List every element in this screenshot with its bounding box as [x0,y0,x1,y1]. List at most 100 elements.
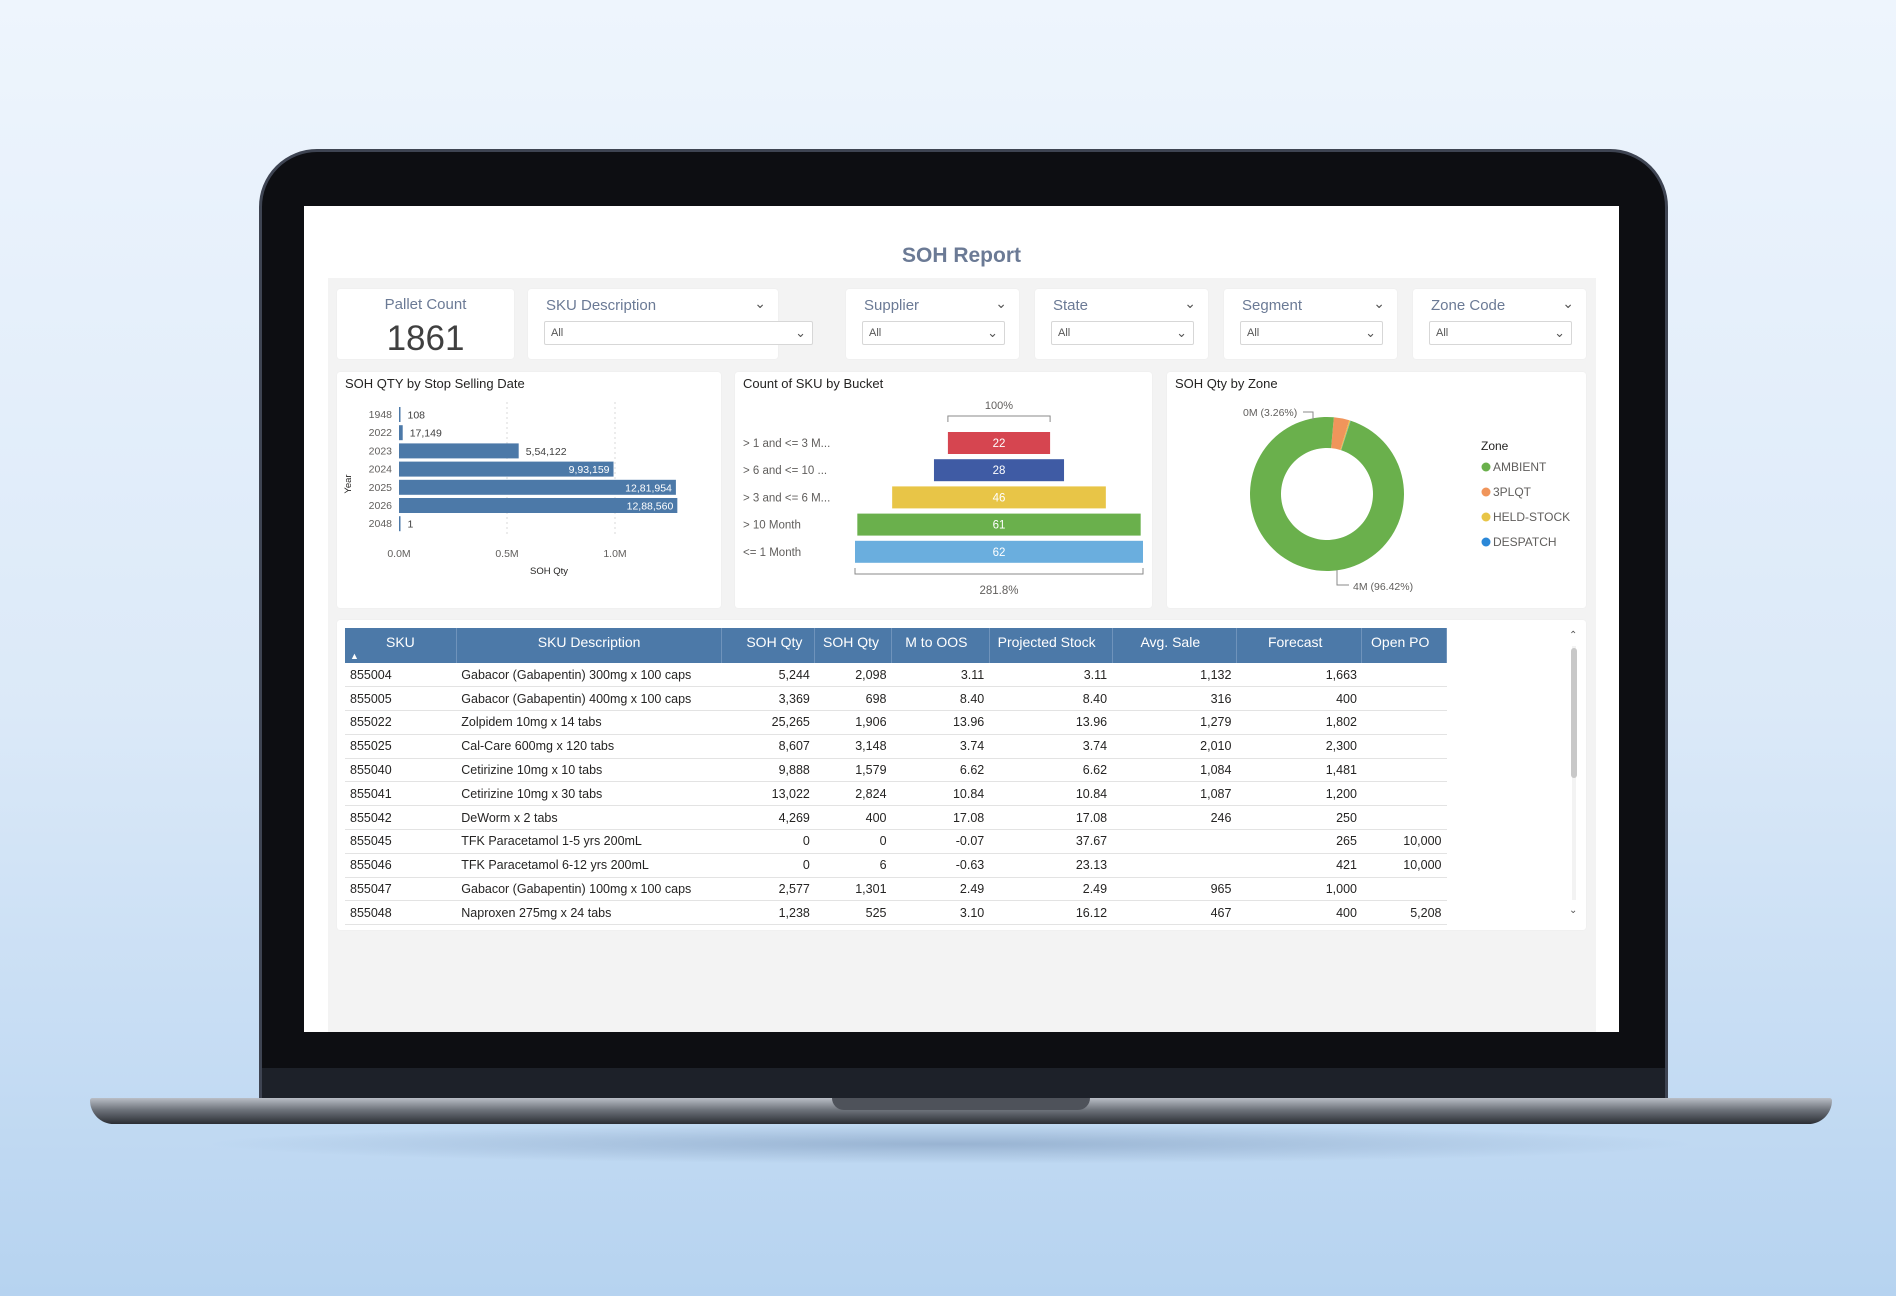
table-cell: 3.11 [891,663,990,688]
legend-title: Zone [1481,439,1509,453]
table-row[interactable]: 855004 Gabacor (Gabapentin) 300mg x 100 c… [345,663,1447,688]
slicer-segment[interactable]: Segment ⌄ All ⌄ [1224,289,1397,359]
legend-entry[interactable]: AMBIENT [1493,460,1547,474]
sku-table-card: SKU ▲ SKU Description SOH Qty SOH Qty M to OO… [337,620,1586,930]
slicer-state[interactable]: State ⌄ All ⌄ [1035,289,1208,359]
slicer-dropdown[interactable]: All ⌄ [1240,321,1383,345]
slicer-dropdown[interactable]: All ⌄ [1429,321,1572,345]
table-body: 855004 Gabacor (Gabapentin) 300mg x 100 c… [345,663,1447,926]
column-header[interactable]: SKU ▲ [345,628,457,663]
table-cell: 5,208 [1361,900,1447,926]
table-cell [1361,781,1447,807]
funnel-bar[interactable] [933,459,1065,482]
table-header-row: SKU ▲ SKU Description SOH Qty SOH Qty M to OO… [345,628,1447,663]
chevron-down-icon[interactable]: ⌄ [1569,905,1578,916]
donut-slice[interactable] [1250,417,1404,571]
funnel-bar[interactable] [855,540,1143,563]
donut-slice[interactable] [1331,417,1350,450]
table-row[interactable]: 855022 Zolpidem 10mg x 14 tabs 25,265 1,906… [345,710,1447,735]
chevron-down-icon[interactable]: ⌄ [754,295,766,311]
table-row[interactable]: 855005 Gabacor (Gabapentin) 400mg x 100 c… [345,686,1447,712]
scroll-thumb[interactable] [1571,648,1577,778]
y-axis-label: Year [343,474,354,493]
slicer-sku-description[interactable]: SKU Description ⌄ All ⌄ [528,289,813,359]
table-row[interactable]: 855041 Cetirizine 10mg x 30 tabs 13,022 2,8… [345,781,1447,807]
slicer-zone-code[interactable]: Zone Code ⌄ All ⌄ [1413,289,1586,359]
bar[interactable] [399,498,678,513]
column-header[interactable]: SOH Qty [721,628,816,663]
slicer-supplier[interactable]: Supplier ⌄ All ⌄ [846,289,1019,359]
donut-slice[interactable] [1340,420,1351,451]
table-cell: 1,579 [814,758,892,783]
chevron-down-icon[interactable]: ⌄ [1554,325,1565,340]
table-cell: 1,087 [1112,781,1237,807]
bar[interactable] [399,461,614,477]
table-cell: 855047 [345,877,457,902]
bar[interactable] [399,443,519,459]
sort-ascending-icon[interactable]: ▲ [350,651,359,661]
legend-entry[interactable]: HELD-STOCK [1493,510,1570,524]
legend-entry[interactable]: DESPATCH [1493,535,1557,549]
table-cell: 1,084 [1112,758,1237,783]
chevron-down-icon[interactable]: ⌄ [1562,295,1574,311]
bar-data-label: 12,88,560 [627,501,674,513]
table-row[interactable]: 855040 Cetirizine 10mg x 10 tabs 9,888 1,57… [345,758,1447,783]
table-cell: 1,279 [1112,710,1237,735]
legend-marker [1481,512,1491,522]
table-row[interactable]: 855042 DeWorm x 2 tabs 4,269 400 17.08 17.08 2… [345,805,1447,831]
table-row[interactable]: 855047 Gabacor (Gabapentin) 100mg x 100 c… [345,877,1447,902]
table-cell: 265 [1236,829,1362,854]
table-row[interactable]: 855025 Cal-Care 600mg x 120 tabs 8,607 3,14… [345,734,1447,759]
y-tick-label: 2048 [369,518,393,530]
funnel-bar[interactable] [947,432,1051,454]
chevron-down-icon[interactable]: ⌄ [1365,325,1376,340]
funnel-bar[interactable] [857,513,1141,536]
chevron-down-icon[interactable]: ⌄ [1176,325,1187,340]
chevron-down-icon[interactable]: ⌄ [995,295,1007,311]
chevron-up-icon[interactable]: ⌃ [1569,630,1578,641]
funnel-bar[interactable] [892,486,1106,509]
table-cell: 855041 [345,781,457,807]
slicer-dropdown[interactable]: All ⌄ [1051,321,1194,345]
bar[interactable] [399,425,403,441]
bar[interactable] [399,516,401,532]
slicer-dropdown[interactable]: All ⌄ [544,321,813,345]
chevron-down-icon[interactable]: ⌄ [795,325,806,340]
leader-line [1336,570,1349,586]
table-cell: 400 [1236,686,1362,712]
table-cell: 698 [814,686,892,712]
bar-data-label: 108 [408,410,426,422]
chevron-down-icon[interactable]: ⌄ [1373,295,1385,311]
legend-entry[interactable]: 3PLQT [1493,485,1532,499]
funnel-category-label: > 6 and <= 10 ... [743,465,827,477]
table-row[interactable]: 855048 Naproxen 275mg x 24 tabs 1,238 525 3.… [345,900,1447,926]
laptop-bezel [262,1068,1665,1102]
table-cell: 10.84 [891,781,990,807]
table-cell: 1,000 [1236,877,1362,902]
table-cell: 9,888 [721,758,815,783]
table-cell: 0 [721,853,815,878]
table-row[interactable]: 855046 TFK Paracetamol 6-12 yrs 200mL 0 6 -0… [345,853,1447,878]
y-tick-label: 2022 [369,427,393,439]
bar[interactable] [399,479,676,495]
y-tick-label: 2023 [369,445,393,457]
column-header[interactable]: Open PO [1361,628,1447,663]
table-cell: 1,481 [1236,758,1362,783]
column-header[interactable]: Projected Stock [989,628,1113,663]
chevron-down-icon[interactable]: ⌄ [987,325,998,340]
column-header[interactable]: Avg. Sale [1112,628,1237,663]
donut-slice[interactable] [1341,420,1351,451]
table-cell: Naproxen 275mg x 24 tabs [456,900,722,926]
column-header[interactable]: M to OOS [891,628,990,663]
table-cell: 10.84 [989,781,1113,807]
table-row[interactable]: 855045 TFK Paracetamol 1-5 yrs 200mL 0 0 -0.… [345,829,1447,854]
column-header[interactable]: SOH Qty [814,628,893,663]
table-cell [1361,686,1447,712]
bar[interactable] [399,407,401,422]
slicer-dropdown[interactable]: All ⌄ [862,321,1005,345]
column-header[interactable]: Forecast [1236,628,1363,663]
table-scrollbar[interactable]: ⌃ ⌄ [1569,630,1578,916]
column-header[interactable]: SKU Description [456,628,723,663]
kpi-value: 1861 [386,319,465,358]
chevron-down-icon[interactable]: ⌄ [1184,295,1196,311]
